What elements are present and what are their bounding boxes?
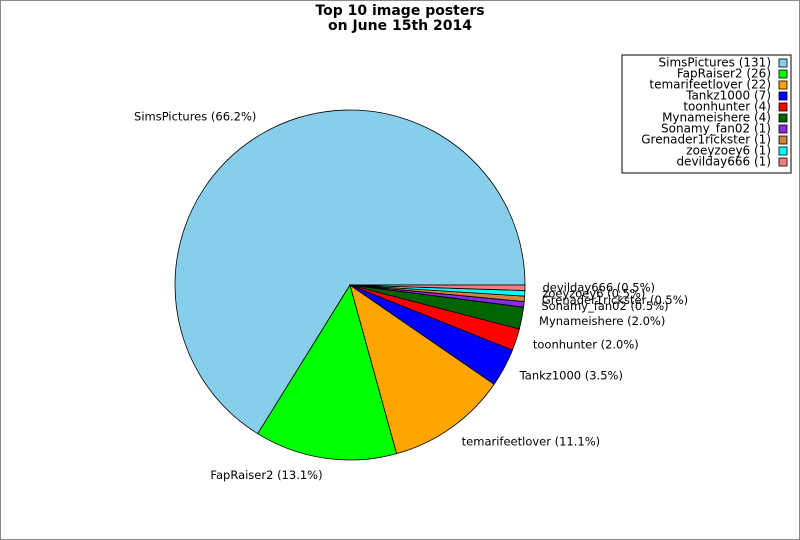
legend-swatch bbox=[778, 124, 788, 134]
legend-swatch bbox=[778, 102, 788, 112]
slice-label: SimsPictures (66.2%) bbox=[134, 109, 256, 123]
legend-swatch bbox=[778, 113, 788, 123]
slice-label: Tankz1000 (3.5%) bbox=[519, 368, 623, 382]
slice-label: toonhunter (2.0%) bbox=[533, 338, 639, 352]
legend-label: toonhunter (4) bbox=[683, 100, 771, 114]
slice-label: Grenader1rickster (0.5%) bbox=[542, 293, 688, 307]
legend-swatch bbox=[778, 146, 788, 156]
legend-label: Mynameishere (4) bbox=[662, 111, 771, 125]
legend-swatch bbox=[778, 80, 788, 90]
legend-label: Tankz1000 (7) bbox=[685, 89, 771, 103]
legend-swatch bbox=[778, 69, 788, 79]
slice-label: temarifeetlover (11.1%) bbox=[462, 434, 600, 448]
legend-box bbox=[621, 54, 792, 174]
legend-label: SimsPictures (131) bbox=[659, 56, 772, 70]
legend-swatch bbox=[778, 58, 788, 68]
legend-label: FapRaiser2 (26) bbox=[677, 67, 771, 81]
legend-label: Grenader1rickster (1) bbox=[641, 133, 771, 147]
slice-label: Mynameishere (2.0%) bbox=[539, 314, 665, 328]
legend-swatch bbox=[778, 91, 788, 101]
legend-label: Sonamy_fan02 (1) bbox=[661, 122, 771, 136]
legend-label: zoeyzoey6 (1) bbox=[686, 144, 771, 158]
slice-label: Sonamy_fan02 (0.5%) bbox=[541, 299, 668, 313]
chart-title: on June 15th 2014 bbox=[328, 18, 472, 34]
legend-swatch bbox=[778, 135, 788, 145]
slice-label: devilday666 (0.5%) bbox=[542, 281, 655, 295]
legend-swatch bbox=[778, 157, 788, 167]
pie-slice bbox=[349, 284, 526, 291]
slice-label: zoeyzoey6 (0.5%) bbox=[542, 287, 645, 301]
chart-title: Top 10 image posters bbox=[315, 3, 484, 19]
pie-slice bbox=[174, 109, 526, 435]
legend-label: devilday666 (1) bbox=[676, 155, 771, 169]
slice-label: FapRaiser2 (13.1%) bbox=[210, 468, 322, 482]
pie-slice bbox=[349, 284, 495, 455]
legend-label: temarifeetlover (22) bbox=[649, 78, 771, 92]
